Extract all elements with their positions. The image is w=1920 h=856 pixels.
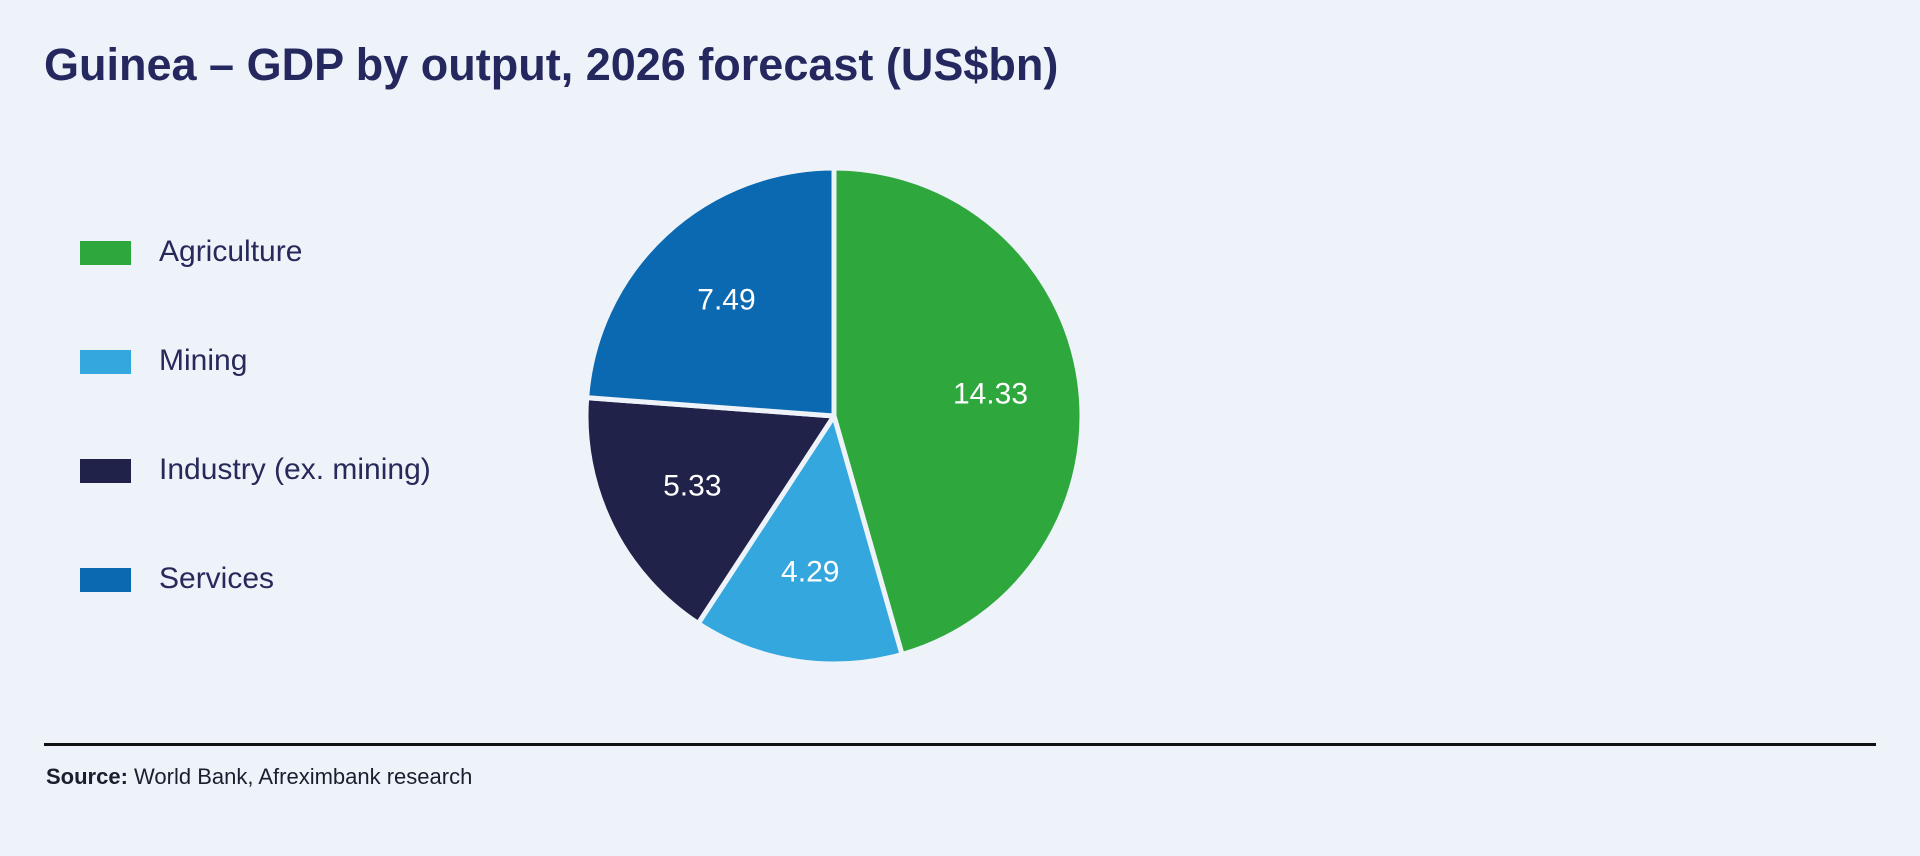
pie-slice-mining <box>695 413 905 667</box>
legend-item-mining: Mining <box>80 340 580 380</box>
source-label: Source: <box>46 764 128 789</box>
legend-label-agriculture: Agriculture <box>159 235 303 268</box>
data-label-industry: 5.33 <box>663 469 721 502</box>
chart-title: Guinea – GDP by output, 2026 forecast (U… <box>44 39 1059 90</box>
footer-divider <box>44 743 1876 746</box>
legend-label-industry: Industry (ex. mining) <box>159 453 431 486</box>
pie-slice-agriculture <box>831 165 1085 657</box>
data-label-mining: 4.29 <box>781 556 839 589</box>
data-label-services: 7.49 <box>697 284 755 317</box>
legend-swatch-services <box>80 568 131 592</box>
legend-item-industry: Industry (ex. mining) <box>80 449 580 489</box>
legend-swatch-agriculture <box>80 241 131 265</box>
legend-swatch-mining <box>80 350 131 374</box>
pie-slice-services <box>584 165 837 419</box>
legend-item-services: Services <box>80 558 580 598</box>
source-text: World Bank, Afreximbank research <box>127 764 473 789</box>
legend-swatch-industry <box>80 459 131 483</box>
legend-label-mining: Mining <box>159 344 248 377</box>
data-label-agriculture: 14.33 <box>953 378 1028 411</box>
legend-label-services: Services <box>159 562 275 595</box>
pie-slice-industry <box>583 395 837 626</box>
source-note: Source: World Bank, Afreximbank research <box>46 763 472 791</box>
legend-item-agriculture: Agriculture <box>80 231 580 271</box>
